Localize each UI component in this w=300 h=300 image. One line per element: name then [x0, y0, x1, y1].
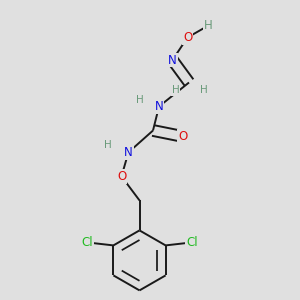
Text: N: N [154, 100, 164, 113]
Text: O: O [183, 31, 192, 44]
Text: Cl: Cl [186, 236, 198, 249]
Text: H: H [104, 140, 112, 151]
Text: H: H [136, 94, 143, 105]
Text: Cl: Cl [81, 236, 93, 249]
Text: H: H [172, 85, 179, 95]
Text: N: N [168, 53, 177, 67]
Text: N: N [124, 146, 133, 159]
Text: H: H [200, 85, 207, 95]
Text: O: O [117, 170, 126, 183]
Text: H: H [204, 19, 213, 32]
Text: O: O [178, 130, 188, 143]
